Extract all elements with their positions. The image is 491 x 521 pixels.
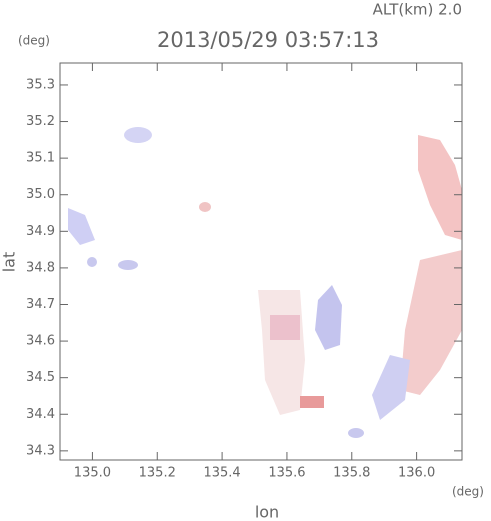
x-tick-label: 135.8	[333, 466, 370, 481]
echo	[199, 202, 211, 212]
echo	[68, 208, 95, 245]
y-tick-label: 35.2	[26, 114, 55, 129]
echo	[372, 355, 410, 420]
y-tick-label: 35.1	[26, 151, 55, 166]
y-unit: (deg)	[18, 34, 50, 48]
y-tick-label: 35.3	[26, 77, 55, 92]
x-tick-label: 135.4	[203, 466, 240, 481]
x-axis-label: lon	[255, 503, 279, 521]
echo	[87, 257, 97, 267]
echo	[400, 250, 462, 395]
radar-echoes	[68, 127, 462, 438]
echo	[118, 260, 138, 270]
echo	[300, 396, 324, 408]
echo	[270, 315, 300, 340]
x-tick-label: 136.0	[398, 466, 435, 481]
y-tick-label: 34.8	[26, 260, 55, 275]
y-tick-label: 34.6	[26, 334, 55, 349]
echo	[418, 135, 462, 240]
echo	[315, 285, 342, 350]
echo	[124, 127, 152, 143]
x-tick-label: 135.6	[268, 466, 305, 481]
altitude-label: ALT(km) 2.0	[373, 1, 462, 19]
echo	[258, 290, 305, 415]
echo	[348, 428, 364, 438]
y-tick-label: 34.5	[26, 370, 55, 385]
y-tick-label: 34.4	[26, 407, 55, 422]
y-axis-label: lat	[0, 252, 19, 273]
y-tick-label: 34.9	[26, 224, 55, 239]
chart-title: 2013/05/29 03:57:13	[157, 28, 379, 52]
x-tick-label: 135.0	[74, 466, 111, 481]
x-unit: (deg)	[452, 485, 484, 499]
x-tick-label: 135.2	[139, 466, 176, 481]
y-tick-label: 34.7	[26, 297, 55, 312]
plot-frame	[59, 62, 463, 461]
y-tick-label: 35.0	[26, 187, 55, 202]
y-tick-label: 34.3	[26, 443, 55, 458]
